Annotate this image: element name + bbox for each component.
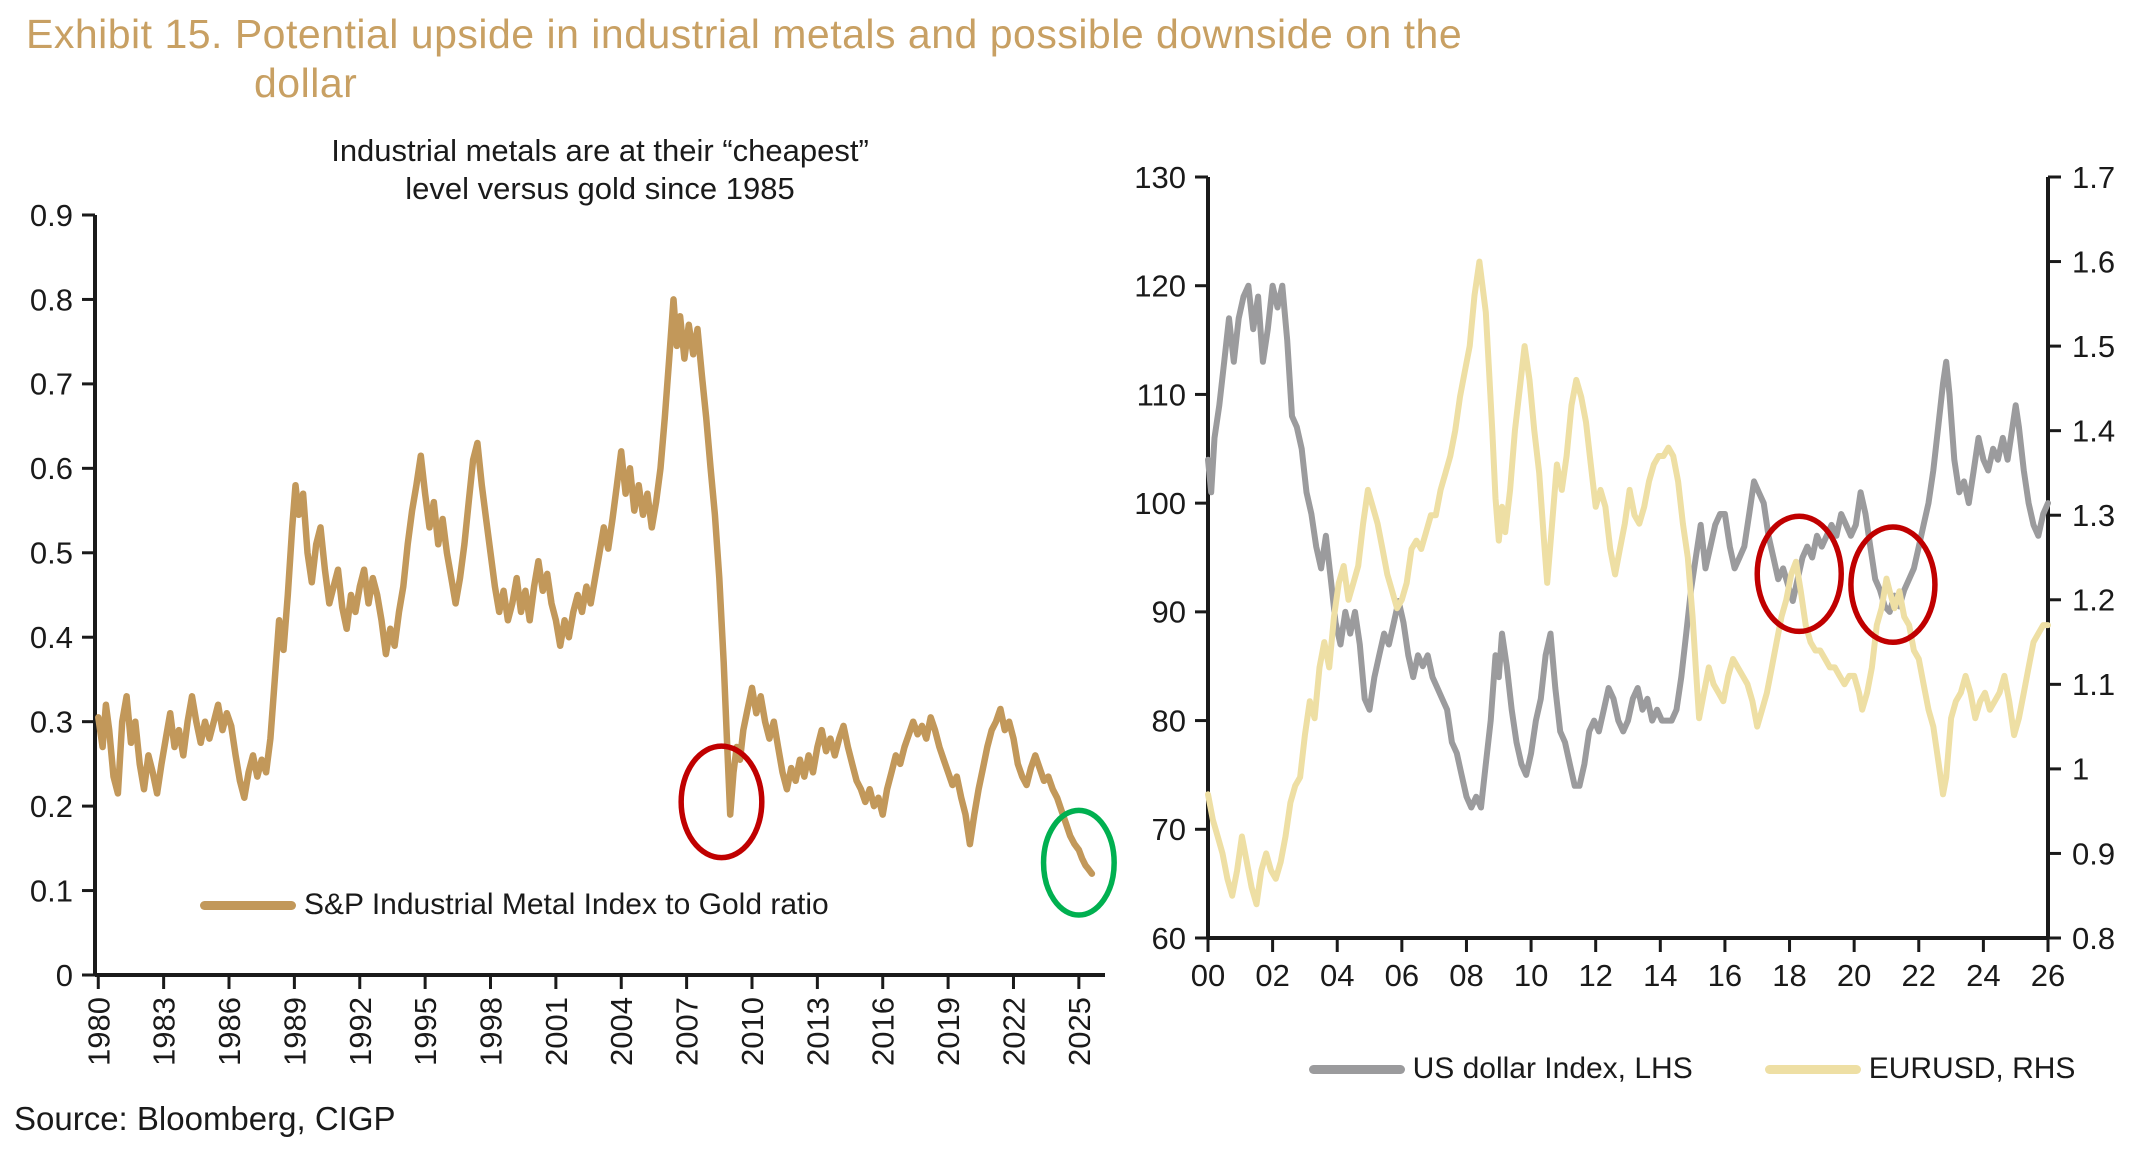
y-tick-label-right: 0.9 xyxy=(2072,836,2115,871)
x-tick-label: 18 xyxy=(1772,958,1806,993)
right-chart: 130120110100908070601.71.61.51.41.31.21.… xyxy=(1134,160,2115,993)
x-tick-label: 1986 xyxy=(212,997,247,1066)
x-tick-label: 2016 xyxy=(866,997,901,1066)
y-tick-label-left: 0.7 xyxy=(30,367,73,402)
legend-item-us-dollar-index: US dollar Index, LHS xyxy=(1308,1052,1693,1086)
x-tick-label: 04 xyxy=(1320,958,1354,993)
x-tick-label: 10 xyxy=(1514,958,1548,993)
exhibit-title: Exhibit 15. Potential upside in industri… xyxy=(26,10,1462,108)
left-chart-legend: S&P Industrial Metal Index to Gold ratio xyxy=(200,888,829,922)
x-tick-label: 2022 xyxy=(996,997,1031,1066)
eur-line-swatch xyxy=(1764,1064,1861,1074)
y-tick-label-left: 120 xyxy=(1134,269,1186,304)
y-tick-label-right: 1 xyxy=(2072,752,2089,787)
y-tick-label-left: 0.5 xyxy=(30,536,73,571)
y-tick-label-left: 100 xyxy=(1134,486,1186,521)
y-tick-label-right: 1.2 xyxy=(2072,583,2115,618)
x-tick-label: 14 xyxy=(1643,958,1677,993)
x-tick-label: 1989 xyxy=(277,997,312,1066)
y-tick-label-right: 1.6 xyxy=(2072,244,2115,279)
red-circle-2018-dip xyxy=(1754,513,1844,635)
legend-label-us-dollar-index: US dollar Index, LHS xyxy=(1412,1052,1693,1085)
x-tick-label: 06 xyxy=(1385,958,1419,993)
x-tick-label: 2019 xyxy=(931,997,966,1066)
y-tick-label-left: 80 xyxy=(1152,703,1186,738)
y-tick-label-right: 1.5 xyxy=(2072,329,2115,364)
y-tick-label-right: 1.7 xyxy=(2072,160,2115,195)
x-tick-label: 2025 xyxy=(1062,997,1097,1066)
eurusd-line xyxy=(1205,258,2051,908)
x-tick-label: 24 xyxy=(1966,958,2000,993)
x-tick-label: 20 xyxy=(1837,958,1871,993)
x-tick-label: 12 xyxy=(1578,958,1612,993)
y-tick-label-left: 0.1 xyxy=(30,873,73,908)
left-chart-title-line2: level versus gold since 1985 xyxy=(405,171,795,206)
y-tick-label-left: 60 xyxy=(1152,921,1186,956)
green-circle-2025-low xyxy=(1040,807,1117,918)
left-chart-title-line1: Industrial metals are at their “cheapest… xyxy=(331,133,869,168)
usd-line-swatch xyxy=(1308,1064,1405,1074)
y-tick-label-left: 0.2 xyxy=(30,789,73,824)
legend-label-metal-gold-ratio: S&P Industrial Metal Index to Gold ratio xyxy=(304,888,829,921)
y-tick-label-left: 110 xyxy=(1137,377,1186,412)
x-tick-label: 00 xyxy=(1191,958,1225,993)
exhibit-title-line1: Exhibit 15. Potential upside in industri… xyxy=(26,11,1463,57)
x-tick-label: 2010 xyxy=(735,997,770,1066)
y-tick-label-left: 0.4 xyxy=(30,620,73,655)
x-tick-label: 1995 xyxy=(408,997,443,1066)
exhibit-title-line2: dollar xyxy=(254,60,358,106)
y-tick-label-right: 1.4 xyxy=(2072,414,2115,449)
red-circle-2009-low xyxy=(678,743,765,861)
x-tick-label: 2001 xyxy=(539,997,574,1066)
y-tick-label-left: 70 xyxy=(1152,812,1186,847)
x-tick-label: 2007 xyxy=(670,997,705,1066)
y-tick-label-right: 1.3 xyxy=(2072,498,2115,533)
right-chart-legend: US dollar Index, LHS EURUSD, RHS xyxy=(1240,1052,2144,1086)
x-tick-label: 1983 xyxy=(147,997,182,1066)
y-tick-label-left: 130 xyxy=(1134,160,1186,195)
y-tick-label-left: 0.8 xyxy=(30,282,73,317)
x-tick-label: 16 xyxy=(1708,958,1742,993)
source-text: Source: Bloomberg, CIGP xyxy=(14,1100,396,1137)
x-tick-label: 1980 xyxy=(81,997,116,1066)
y-tick-label-right: 1.1 xyxy=(2072,667,2115,702)
legend-item-metal-gold-ratio: S&P Industrial Metal Index to Gold ratio xyxy=(200,888,829,922)
legend-item-eurusd: EURUSD, RHS xyxy=(1764,1052,2076,1086)
x-tick-label: 2013 xyxy=(800,997,835,1066)
x-tick-label: 1992 xyxy=(343,997,378,1066)
x-tick-label: 2004 xyxy=(604,997,639,1066)
metal-gold-ratio-line xyxy=(95,296,1096,877)
legend-label-eurusd: EURUSD, RHS xyxy=(1868,1052,2076,1085)
left-chart-title: Industrial metals are at their “cheapest… xyxy=(120,132,1080,208)
us-dollar-index-line xyxy=(1205,282,2051,811)
y-tick-label-left: 0 xyxy=(56,958,73,993)
x-tick-label: 22 xyxy=(1902,958,1936,993)
y-tick-label-left: 0.9 xyxy=(30,198,73,233)
y-tick-label-left: 90 xyxy=(1152,595,1186,630)
x-tick-label: 08 xyxy=(1449,958,1483,993)
x-tick-label: 02 xyxy=(1255,958,1289,993)
y-tick-label-left: 0.3 xyxy=(30,705,73,740)
metal-line-swatch xyxy=(200,900,296,910)
x-tick-label: 26 xyxy=(2031,958,2065,993)
red-circle-2021-dip xyxy=(1848,524,1938,646)
y-tick-label-right: 0.8 xyxy=(2072,921,2115,956)
y-tick-label-left: 0.6 xyxy=(30,451,73,486)
x-tick-label: 1998 xyxy=(474,997,509,1066)
